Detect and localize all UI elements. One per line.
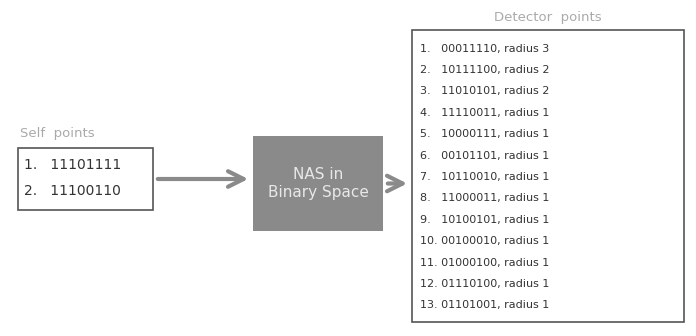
Text: 7.   10110010, radius 1: 7. 10110010, radius 1: [420, 172, 549, 182]
Text: 2.   11100110: 2. 11100110: [24, 184, 121, 198]
Text: 6.   00101101, radius 1: 6. 00101101, radius 1: [420, 151, 549, 161]
Text: 8.   11000011, radius 1: 8. 11000011, radius 1: [420, 194, 549, 203]
Bar: [412, 30, 684, 322]
Text: 1.   11101111: 1. 11101111: [24, 158, 121, 172]
Bar: [18, 148, 153, 210]
Bar: [253, 136, 383, 231]
Text: 1.   00011110, radius 3: 1. 00011110, radius 3: [420, 44, 549, 54]
Text: 11. 01000100, radius 1: 11. 01000100, radius 1: [420, 257, 549, 267]
Text: 2.   10111100, radius 2: 2. 10111100, radius 2: [420, 65, 550, 75]
Text: 10. 00100010, radius 1: 10. 00100010, radius 1: [420, 236, 549, 246]
Text: 13. 01101001, radius 1: 13. 01101001, radius 1: [420, 300, 549, 310]
Text: Self  points: Self points: [20, 127, 95, 140]
Text: 4.   11110011, radius 1: 4. 11110011, radius 1: [420, 108, 549, 118]
Text: NAS in
Binary Space: NAS in Binary Space: [267, 167, 368, 200]
Text: 9.   10100101, radius 1: 9. 10100101, radius 1: [420, 215, 549, 225]
Text: Detector  points: Detector points: [494, 11, 602, 24]
Text: 5.   10000111, radius 1: 5. 10000111, radius 1: [420, 129, 549, 139]
Text: 12. 01110100, radius 1: 12. 01110100, radius 1: [420, 279, 549, 289]
Text: 3.   11010101, radius 2: 3. 11010101, radius 2: [420, 86, 549, 96]
